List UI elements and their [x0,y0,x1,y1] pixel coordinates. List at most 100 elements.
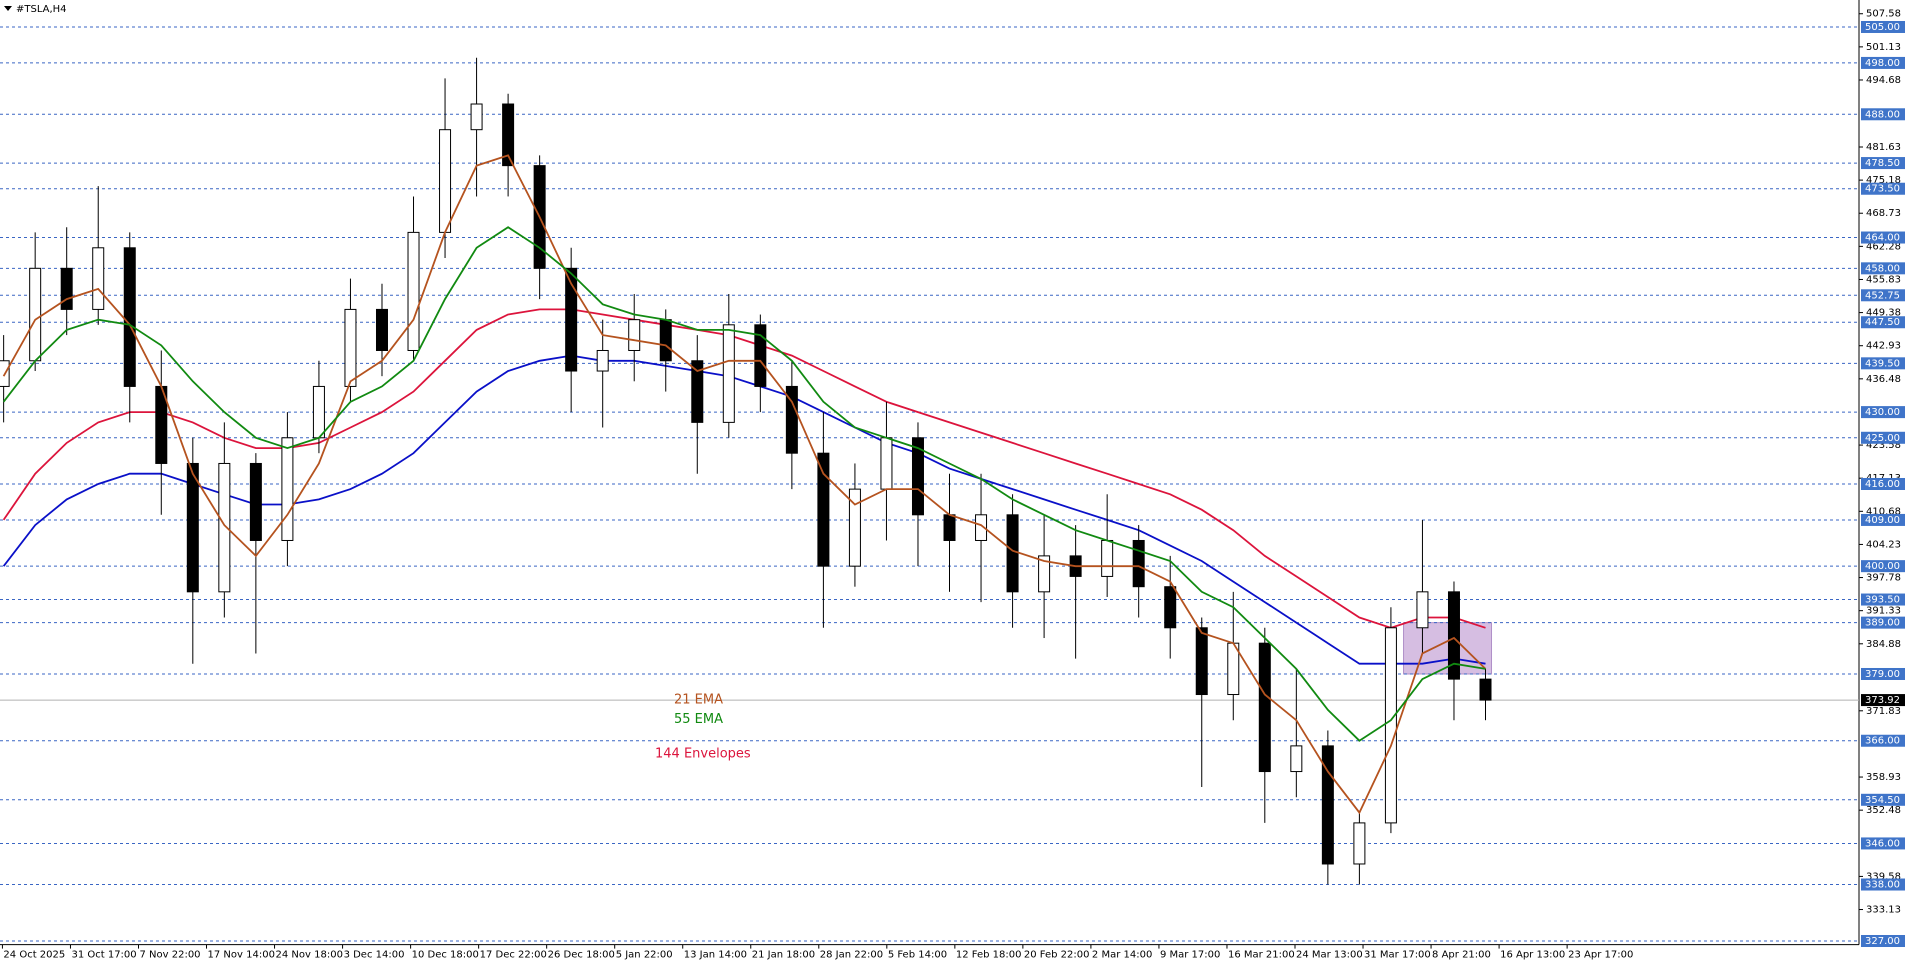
candle-body [1164,586,1177,629]
x-tick-label: 13 Jan 14:00 [684,950,747,961]
level-label-box [1861,793,1905,806]
level-label: 366.00 [1865,736,1900,747]
ema-line [2,154,1487,815]
y-tick-label: 501.13 [1866,42,1901,53]
candle-body [375,308,388,351]
level-label-box [1861,108,1905,121]
x-tick-label: 7 Nov 22:00 [139,950,200,961]
candle-body [817,452,830,567]
candle-body [943,514,956,541]
x-tick-label: 26 Dec 18:00 [548,950,615,961]
x-tick-label: 28 Jan 22:00 [820,950,883,961]
candle-body [502,103,515,167]
level-label: 327.00 [1865,936,1900,947]
candle-body [123,247,136,387]
candle-body [722,324,735,423]
candle-body [1101,539,1114,577]
level-label: 389.00 [1865,618,1900,629]
level-label-box [1861,734,1905,747]
legend-ema55: 55 EMA [674,712,723,727]
level-label-box [1861,560,1905,573]
y-tick-label: 507.58 [1866,9,1901,20]
x-tick-label: 10 Dec 18:00 [412,950,479,961]
level-label: 338.00 [1865,880,1900,891]
x-tick-label: 20 Feb 22:00 [1024,950,1090,961]
level-label-box [1861,477,1905,490]
candle-body [1353,822,1366,865]
candle-body [565,267,578,372]
x-tick-label: 16 Apr 13:00 [1500,950,1565,961]
y-tick-label: 339.58 [1866,871,1901,882]
level-label: 425.00 [1865,433,1900,444]
level-label: 393.50 [1865,595,1900,606]
level-label-box [1861,616,1905,629]
current-price-box [1861,694,1905,707]
candle-body [92,247,105,310]
y-tick-label: 475.18 [1866,175,1901,186]
ema-line [2,226,1486,742]
level-label-box [1861,231,1905,244]
level-label-box [1861,878,1905,891]
x-tick-label: 21 Jan 18:00 [752,950,815,961]
level-label: 439.50 [1865,358,1900,369]
level-label-box [1861,316,1905,329]
y-tick-label: 449.38 [1866,308,1901,319]
candle-body [312,385,325,439]
level-label: 346.00 [1865,838,1900,849]
x-tick-label: 31 Oct 17:00 [71,950,136,961]
candle-body [1447,591,1460,680]
level-label-box [1861,593,1905,606]
x-tick-label: 16 Mar 21:00 [1228,950,1295,961]
candle-body [596,349,609,372]
level-label: 464.00 [1865,233,1900,244]
level-label: 505.00 [1865,22,1900,33]
current-price-label: 373.92 [1865,695,1900,706]
level-label: 488.00 [1865,109,1900,120]
candle-body [1006,514,1019,593]
candle-body [785,385,798,454]
x-tick-label: 17 Nov 14:00 [208,950,275,961]
candle-body [1290,745,1303,773]
y-tick-label: 358.93 [1866,772,1901,783]
candle-body [249,462,262,541]
candle-body [407,231,420,351]
x-tick-label: 31 Mar 17:00 [1364,950,1431,961]
y-tick-label: 410.68 [1866,506,1901,517]
candle-body [344,308,357,387]
level-label: 498.00 [1865,58,1900,69]
candle-body [975,514,988,541]
y-tick-label: 423.58 [1866,440,1901,451]
x-tick-label: 23 Apr 17:00 [1568,950,1633,961]
candle-body [848,488,861,567]
y-tick-label: 397.78 [1866,573,1901,584]
y-tick-label: 494.68 [1866,75,1901,86]
chart-title: #TSLA,H4 [16,4,67,15]
level-label: 409.00 [1865,515,1900,526]
candle-body [60,267,73,310]
y-tick-label: 436.48 [1866,374,1901,385]
level-label-box [1861,837,1905,850]
candle-body [1384,627,1397,824]
candle-body [880,437,893,490]
y-tick-label: 391.33 [1866,606,1901,617]
level-label-box [1861,431,1905,444]
level-label-box [1861,357,1905,370]
x-tick-label: 2 Mar 14:00 [1092,950,1152,961]
level-label-box [1861,667,1905,680]
candle-body [439,129,452,233]
candle-body [1416,591,1429,629]
candle-body [1258,642,1271,773]
level-label-box [1861,157,1905,170]
x-tick-label: 8 Apr 21:00 [1432,950,1491,961]
level-label-box [1861,289,1905,302]
y-tick-label: 371.83 [1866,706,1901,717]
x-tick-label: 5 Feb 14:00 [888,950,947,961]
level-label: 447.50 [1865,317,1900,328]
level-label-box [1861,262,1905,275]
x-tick-label: 3 Dec 14:00 [344,950,405,961]
level-label-box [1861,56,1905,69]
level-label: 379.00 [1865,669,1900,680]
candle-body [281,437,294,541]
level-label: 400.00 [1865,561,1900,572]
